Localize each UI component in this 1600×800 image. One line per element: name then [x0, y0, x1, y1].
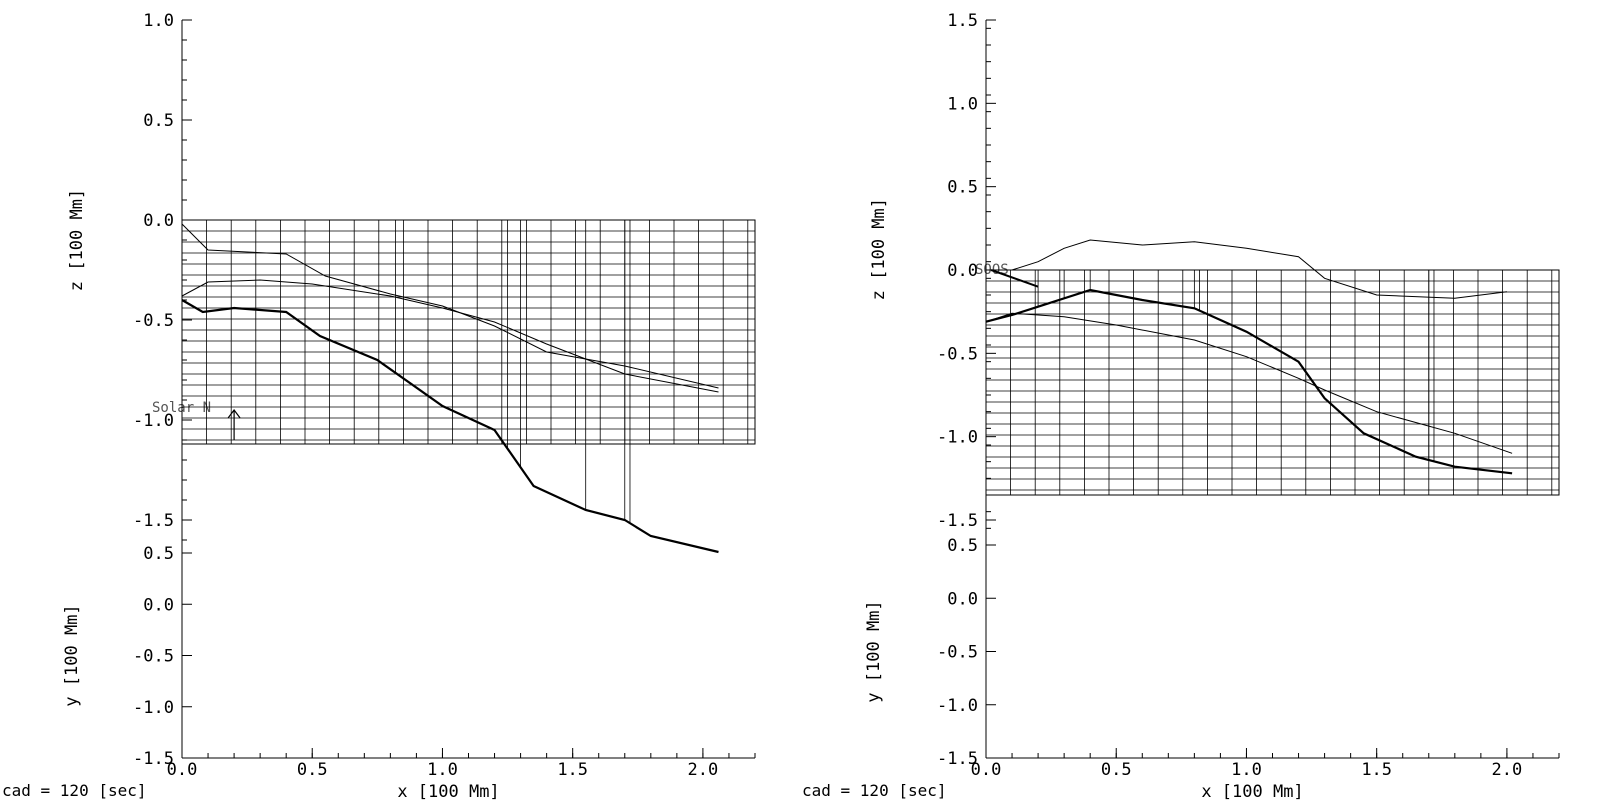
x-axis-label: x [100 Mm]: [1201, 782, 1303, 800]
y-tick-label: 0.5: [143, 544, 174, 564]
y-tick-label: -0.5: [937, 643, 978, 663]
z-tick-label: -0.5: [937, 344, 978, 364]
annotation-arrowhead: [227, 409, 241, 419]
x-tick-label: 0.0: [167, 760, 198, 780]
y-tick-label: 0.0: [947, 589, 978, 609]
left-footer: cad = 120 [sec]: [2, 781, 147, 800]
y-tick-label: -1.0: [937, 696, 978, 716]
y-tick-label: -1.5: [133, 749, 174, 769]
z-tick-label: 1.0: [947, 94, 978, 114]
z-tick-label: -0.5: [133, 311, 174, 331]
x-axis-label: x [100 Mm]: [397, 782, 499, 800]
y-axis-label: y [100 Mm]: [864, 600, 884, 702]
right-footer: cad = 120 [sec]: [802, 781, 947, 800]
series-line-1: [985, 288, 1513, 475]
y-tick-label: 0.5: [947, 536, 978, 556]
y-tick-label: -0.5: [133, 647, 174, 667]
z-tick-label: 0.5: [143, 111, 174, 131]
y-tick-label: -1.0: [133, 698, 174, 718]
series-line-2: [985, 312, 1513, 454]
x-tick-label: 0.5: [1101, 760, 1132, 780]
z-tick-label: 1.5: [947, 11, 978, 31]
x-tick-label: 0.0: [971, 760, 1002, 780]
x-tick-label: 2.0: [1492, 760, 1523, 780]
x-tick-label: 1.0: [1231, 760, 1262, 780]
z-tick-label: 0.0: [143, 211, 174, 231]
z-tick-label: -1.5: [133, 511, 174, 531]
y-axis-label: y [100 Mm]: [62, 604, 82, 706]
x-tick-label: 1.5: [557, 760, 588, 780]
right-panel: cad = 120 [sec] SOOS 1.51.00.50.0-0.5-1.…: [802, 11, 1560, 800]
z-tick-label: 0.0: [947, 261, 978, 281]
x-tick-label: 0.5: [297, 760, 328, 780]
x-tick-label: 1.0: [427, 760, 458, 780]
z-tick-label: -1.5: [937, 511, 978, 531]
mesh-frame: [181, 219, 756, 445]
z-axis-label: z [100 Mm]: [869, 198, 889, 300]
y-tick-label: -1.5: [937, 749, 978, 769]
y-tick-label: 0.0: [143, 595, 174, 615]
left-panel: cad = 120 [sec] Solar N 1.00.50.0-0.5-1.…: [2, 11, 756, 800]
x-tick-label: 2.0: [688, 760, 719, 780]
series-line-0: [986, 239, 1507, 299]
mesh-frame: [985, 269, 1560, 496]
series-line-0: [181, 299, 719, 554]
x-tick-label: 1.5: [1361, 760, 1392, 780]
z-tick-label: -1.0: [937, 428, 978, 448]
z-tick-label: -1.0: [133, 411, 174, 431]
z-tick-label: 0.5: [947, 178, 978, 198]
z-tick-label: 1.0: [143, 11, 174, 31]
annotation-arrow: [990, 269, 1039, 288]
z-axis-label: z [100 Mm]: [67, 189, 87, 291]
